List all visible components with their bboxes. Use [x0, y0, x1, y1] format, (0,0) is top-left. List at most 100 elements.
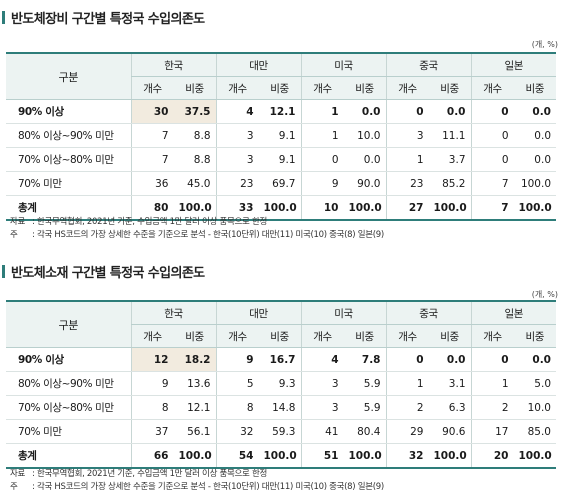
table2-unit: (개, %)	[531, 290, 558, 299]
count-cell: 0	[470, 347, 514, 372]
share-cell: 12.1	[173, 395, 216, 420]
table2-header-metrics: 개수 비중 개수 비중 개수 비중 개수 비중 개수 비중	[6, 324, 556, 348]
count-cell: 23	[385, 171, 429, 196]
country-header: 한국	[130, 52, 216, 77]
share-cell: 100.0	[343, 195, 386, 221]
share-cell: 100.0	[258, 443, 301, 469]
count-cell: 4	[215, 99, 259, 124]
share-cell: 10.0	[513, 395, 556, 420]
count-cell: 17	[470, 419, 514, 444]
share-cell: 100.0	[258, 195, 301, 221]
count-cell: 1	[385, 371, 429, 396]
count-header: 개수	[215, 324, 259, 348]
count-cell: 7	[470, 195, 514, 221]
row-label: 70% 미만	[6, 171, 131, 196]
share-cell: 100.0	[428, 443, 471, 469]
count-cell: 37	[130, 419, 174, 444]
share-cell: 0.0	[428, 347, 471, 372]
count-cell: 2	[385, 395, 429, 420]
share-cell: 18.2	[173, 347, 216, 372]
share-cell: 14.8	[258, 395, 301, 420]
share-cell: 90.6	[428, 419, 471, 444]
table1-note: 주: 각국 HS코드의 가장 상세한 수준을 기준으로 분석 - 한국(10단위…	[10, 229, 384, 241]
share-header: 비중	[428, 76, 471, 100]
share-cell: 56.1	[173, 419, 216, 444]
row-label: 80% 이상~90% 미만	[6, 371, 131, 396]
count-header: 개수	[130, 324, 174, 348]
share-cell: 5.0	[513, 371, 556, 396]
share-cell: 85.2	[428, 171, 471, 196]
share-cell: 8.8	[173, 123, 216, 148]
table1-body: 90% 이상 30 37.5 4 12.1 1 0.0 0 0.0 0 0.0 80% 이상~90% …	[6, 99, 556, 221]
note-key: 주	[10, 482, 18, 492]
count-cell: 30	[130, 99, 174, 124]
count-cell: 27	[385, 195, 429, 221]
count-cell: 80	[130, 195, 174, 221]
table-row: 70% 이상~80% 미만 8 12.1 8 14.8 3 5.9 2 6.3 2 10.0	[6, 395, 556, 420]
count-cell: 41	[300, 419, 344, 444]
row-label: 총계	[6, 195, 131, 221]
table1-header-countries: 구분 한국 대만 미국 중국 일본	[6, 52, 556, 100]
count-cell: 29	[385, 419, 429, 444]
share-cell: 8.8	[173, 147, 216, 172]
count-cell: 4	[300, 347, 344, 372]
country-header: 중국	[385, 52, 471, 77]
count-cell: 8	[130, 395, 174, 420]
count-header: 개수	[385, 324, 429, 348]
count-cell: 9	[300, 171, 344, 196]
count-cell: 0	[470, 147, 514, 172]
gubun-header: 구분	[6, 52, 131, 100]
count-cell: 1	[300, 99, 344, 124]
row-label: 70% 이상~80% 미만	[6, 395, 131, 420]
share-header: 비중	[343, 76, 386, 100]
share-cell: 16.7	[258, 347, 301, 372]
source-text: : 한국무역협회, 2021년 기준, 수입금액 1만 달러 이상 품목으로 한…	[32, 217, 268, 227]
count-cell: 0	[470, 123, 514, 148]
count-cell: 12	[130, 347, 174, 372]
note-text: : 각국 HS코드의 가장 상세한 수준을 기준으로 분석 - 한국(10단위)…	[32, 482, 384, 492]
share-header: 비중	[258, 324, 301, 348]
count-header: 개수	[300, 76, 344, 100]
table1-title-text: 반도체장비 구간별 특정국 수입의존도	[11, 12, 205, 27]
count-cell: 9	[130, 371, 174, 396]
count-header: 개수	[385, 76, 429, 100]
share-header: 비중	[258, 76, 301, 100]
table1-title: 반도체장비 구간별 특정국 수입의존도	[2, 8, 205, 27]
row-label: 70% 미만	[6, 419, 131, 444]
share-cell: 37.5	[173, 99, 216, 124]
country-header: 대만	[215, 52, 301, 77]
share-cell: 9.3	[258, 371, 301, 396]
share-cell: 100.0	[428, 195, 471, 221]
table2-body: 90% 이상 12 18.2 9 16.7 4 7.8 0 0.0 0 0.0 80% 이상~90% …	[6, 347, 556, 469]
gubun-header: 구분	[6, 300, 131, 348]
count-cell: 1	[385, 147, 429, 172]
share-cell: 80.4	[343, 419, 386, 444]
share-cell: 9.1	[258, 123, 301, 148]
note-key: 주	[10, 230, 18, 240]
table-row: 90% 이상 30 37.5 4 12.1 1 0.0 0 0.0 0 0.0	[6, 99, 556, 124]
share-cell: 45.0	[173, 171, 216, 196]
share-cell: 12.1	[258, 99, 301, 124]
row-label: 총계	[6, 443, 131, 469]
count-cell: 0	[470, 99, 514, 124]
total-row: 총계 80 100.0 33 100.0 10 100.0 27 100.0 7 100.0	[6, 195, 556, 221]
share-cell: 3.7	[428, 147, 471, 172]
table2: 구분 한국 대만 미국 중국 일본 개수 비중 개수 비중 개수 비중 개수 비…	[6, 300, 556, 469]
share-cell: 59.3	[258, 419, 301, 444]
row-label: 80% 이상~90% 미만	[6, 123, 131, 148]
count-cell: 7	[130, 147, 174, 172]
count-cell: 1	[470, 371, 514, 396]
count-header: 개수	[300, 324, 344, 348]
count-cell: 0	[385, 347, 429, 372]
share-cell: 3.1	[428, 371, 471, 396]
count-cell: 0	[300, 147, 344, 172]
share-cell: 100.0	[343, 443, 386, 469]
count-cell: 8	[215, 395, 259, 420]
count-cell: 7	[470, 171, 514, 196]
count-cell: 32	[385, 443, 429, 469]
country-header: 한국	[130, 300, 216, 325]
share-header: 비중	[513, 76, 556, 100]
table-row: 70% 이상~80% 미만 7 8.8 3 9.1 0 0.0 1 3.7 0 0.0	[6, 147, 556, 172]
share-cell: 5.9	[343, 395, 386, 420]
